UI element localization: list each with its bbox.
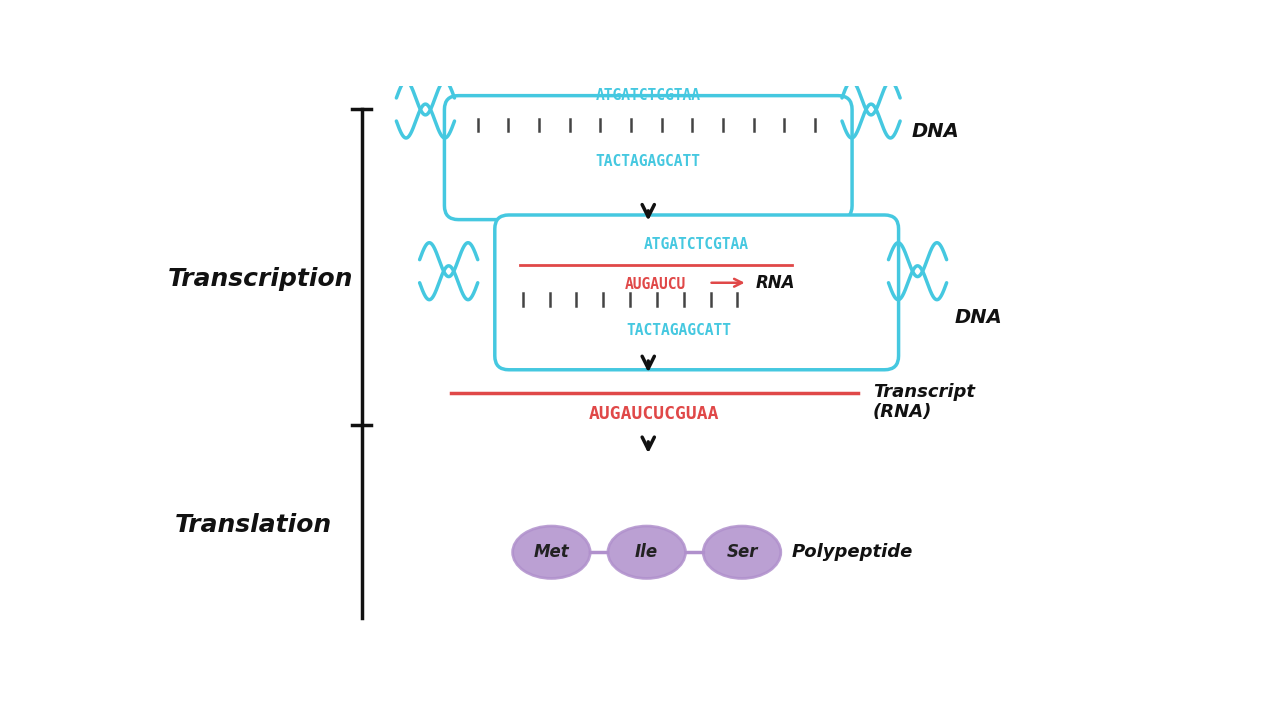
Ellipse shape (512, 526, 590, 578)
FancyBboxPatch shape (444, 96, 852, 220)
Text: Transcription: Transcription (168, 267, 353, 291)
Ellipse shape (703, 526, 781, 578)
FancyBboxPatch shape (495, 215, 899, 370)
Text: TACTAGAGCATT: TACTAGAGCATT (627, 323, 732, 338)
Text: Transcript
(RNA): Transcript (RNA) (873, 383, 975, 421)
Text: Met: Met (534, 544, 570, 562)
Text: Ile: Ile (635, 544, 658, 562)
Text: ATGATCTCGTAA: ATGATCTCGTAA (644, 237, 749, 252)
Text: ATGATCTCGTAA: ATGATCTCGTAA (595, 88, 700, 103)
Text: Translation: Translation (174, 513, 332, 537)
Ellipse shape (608, 526, 686, 578)
Text: AUGAUCUCGUAA: AUGAUCUCGUAA (589, 405, 719, 423)
Text: DNA: DNA (911, 122, 960, 140)
Text: RNA: RNA (755, 274, 795, 292)
Text: TACTAGAGCATT: TACTAGAGCATT (595, 154, 700, 169)
Text: AUGAUCU: AUGAUCU (625, 276, 686, 292)
Text: DNA: DNA (955, 308, 1002, 327)
Text: Polypeptide: Polypeptide (791, 544, 913, 562)
Text: Ser: Ser (726, 544, 758, 562)
